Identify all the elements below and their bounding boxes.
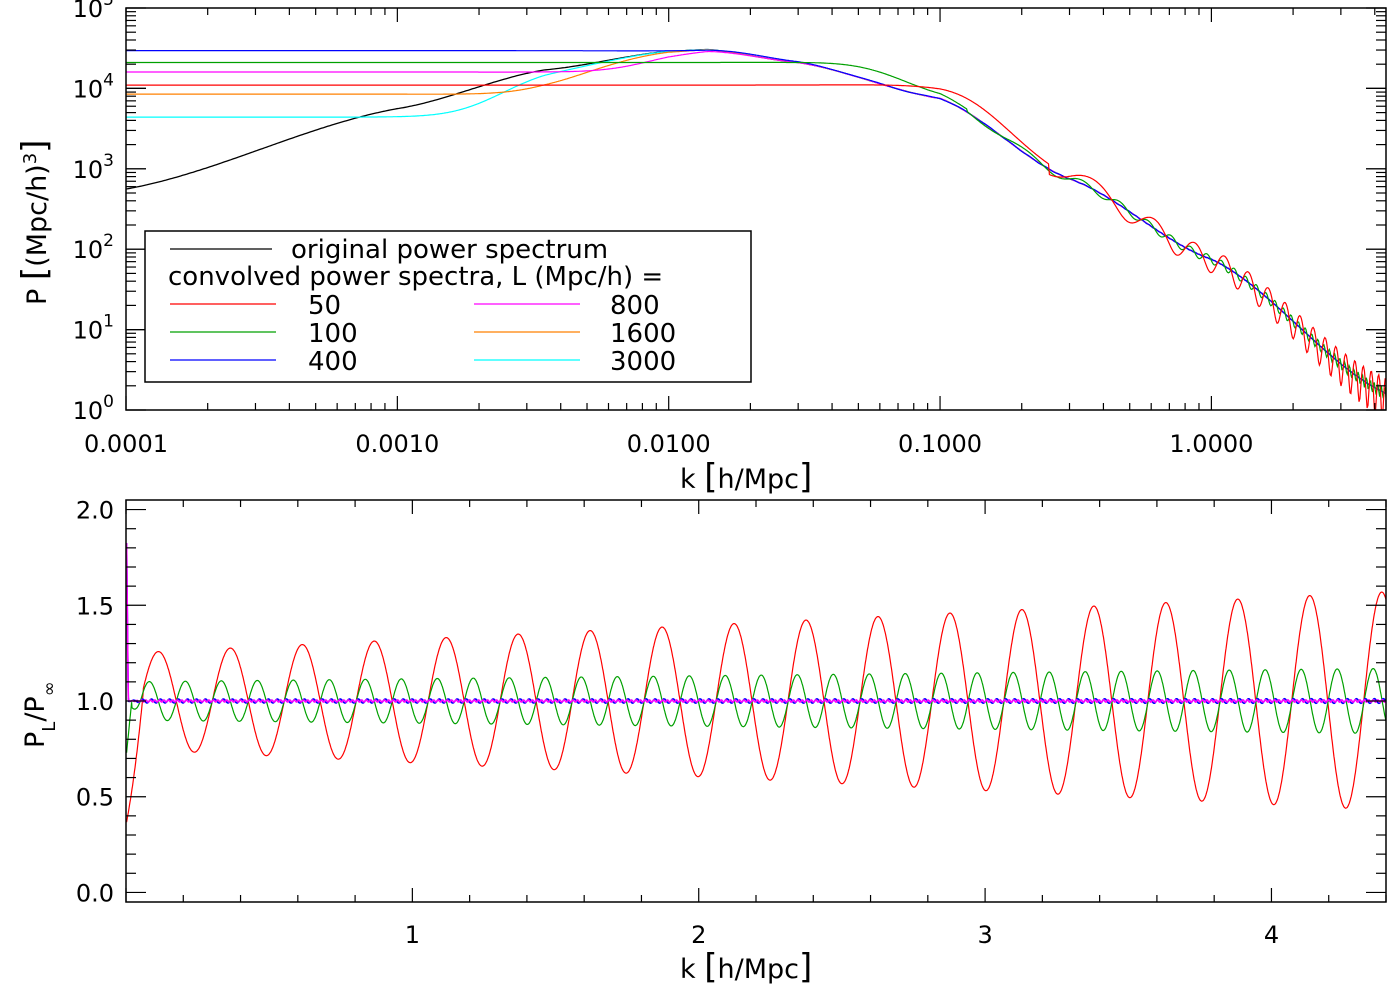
top-x-axis-label: k [h/Mpc] bbox=[680, 457, 812, 497]
legend-box bbox=[144, 230, 752, 383]
top-y-axis-label: P [(Mpc/h)3] bbox=[15, 140, 55, 305]
ratio-curve-L-800 bbox=[126, 543, 1386, 704]
bottom-y-tick-label: 1.5 bbox=[76, 592, 114, 620]
ratio-curve-L-50 bbox=[126, 591, 1386, 823]
bottom-x-tick-label: 3 bbox=[977, 921, 992, 949]
legend-label-L-800: 800 bbox=[610, 291, 660, 321]
bottom-y-axis-label: PL/P∞ bbox=[20, 681, 60, 748]
legend-label-L-400: 400 bbox=[308, 347, 358, 377]
top-y-tick-labels: 100 101 102 103 104 105 bbox=[73, 0, 114, 425]
top-axis-ticks bbox=[125, 7, 1386, 411]
top-y-tick-label: 100 bbox=[73, 392, 114, 425]
bottom-y-tick-label: 1.0 bbox=[76, 688, 114, 716]
bottom-axis-ticks bbox=[125, 500, 1387, 902]
top-x-tick-label: 0.1000 bbox=[898, 430, 982, 458]
top-y-tick-label: 102 bbox=[73, 231, 114, 264]
bottom-x-axis-label: k [h/Mpc] bbox=[680, 947, 812, 987]
top-y-tick-label: 104 bbox=[73, 70, 114, 103]
bottom-x-tick-labels: 1 2 3 4 bbox=[405, 921, 1279, 949]
power-spectrum-panel: 100 101 102 103 104 105 0.0001 0.0010 0.0100 0.1… bbox=[15, 0, 1387, 497]
legend: original power spectrum convolved power … bbox=[144, 230, 752, 383]
top-y-tick-label: 105 bbox=[73, 0, 114, 23]
bottom-y-tick-label: 2.0 bbox=[76, 497, 114, 525]
bottom-y-tick-labels: 0.0 0.5 1.0 1.5 2.0 bbox=[76, 497, 114, 908]
bottom-x-tick-label: 1 bbox=[405, 921, 420, 949]
legend-original-label: original power spectrum bbox=[291, 235, 608, 265]
top-x-tick-label: 0.0100 bbox=[627, 430, 711, 458]
top-x-tick-labels: 0.0001 0.0010 0.0100 0.1000 1.0000 bbox=[84, 430, 1253, 458]
bottom-curves bbox=[126, 543, 1386, 823]
bottom-y-tick-label: 0.5 bbox=[76, 784, 114, 812]
curve-L-100 bbox=[126, 61, 1386, 399]
top-curves bbox=[126, 48, 1386, 410]
top-y-tick-label: 103 bbox=[73, 151, 114, 184]
top-y-tick-label: 101 bbox=[73, 312, 114, 345]
top-x-tick-label: 0.0010 bbox=[355, 430, 439, 458]
top-x-tick-label: 0.0001 bbox=[84, 430, 168, 458]
legend-label-L-3000: 3000 bbox=[610, 347, 676, 377]
top-x-tick-label: 1.0000 bbox=[1169, 430, 1253, 458]
bottom-y-tick-label: 0.0 bbox=[76, 879, 114, 907]
top-plot-frame bbox=[125, 7, 1387, 411]
curve-L-50 bbox=[126, 84, 1386, 410]
legend-label-L-50: 50 bbox=[308, 291, 341, 321]
bottom-x-tick-label: 2 bbox=[691, 921, 706, 949]
ratio-panel: 0.0 0.5 1.0 1.5 2.0 1 2 3 4 k [h/Mpc] PL/P∞ bbox=[20, 497, 1387, 987]
legend-label-L-100: 100 bbox=[308, 319, 358, 349]
bottom-x-tick-label: 4 bbox=[1264, 921, 1279, 949]
legend-convolved-title: convolved power spectra, L (Mpc/h) = bbox=[168, 262, 663, 292]
legend-label-L-1600: 1600 bbox=[610, 319, 676, 349]
ratio-curve-L-100 bbox=[126, 668, 1386, 753]
